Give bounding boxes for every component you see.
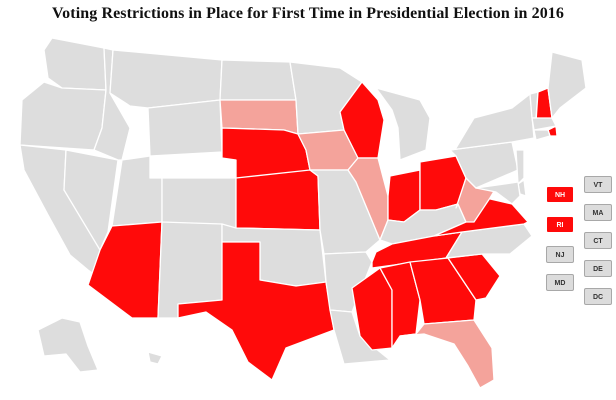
state-mi bbox=[375, 87, 431, 161]
state-nd bbox=[219, 59, 297, 101]
box-ri: RI bbox=[546, 216, 574, 233]
state-ks bbox=[235, 169, 321, 231]
state-ct bbox=[533, 129, 551, 141]
state-or bbox=[19, 81, 107, 151]
box-md: MD bbox=[546, 274, 574, 291]
state-mt bbox=[109, 49, 223, 109]
box-dc: DC bbox=[584, 288, 612, 305]
box-de: DE bbox=[584, 260, 612, 277]
state-wi bbox=[339, 81, 385, 159]
state-wa bbox=[43, 37, 107, 91]
box-nh: NH bbox=[546, 186, 574, 203]
state-tx bbox=[177, 241, 335, 381]
state-wy bbox=[147, 99, 223, 157]
states-layer bbox=[19, 37, 587, 389]
box-nj: NJ bbox=[546, 246, 574, 263]
state-co bbox=[161, 177, 237, 229]
state-ny bbox=[449, 93, 535, 151]
state-ak bbox=[37, 317, 99, 373]
box-ma: MA bbox=[584, 204, 612, 221]
us-states-map bbox=[19, 37, 587, 389]
map-title: Voting Restrictions in Place for First T… bbox=[51, 5, 565, 22]
state-fl bbox=[399, 319, 495, 389]
state-md bbox=[475, 181, 521, 205]
box-vt: VT bbox=[584, 176, 612, 193]
state-la bbox=[329, 309, 391, 365]
state-nj bbox=[515, 149, 525, 185]
box-ct: CT bbox=[584, 232, 612, 249]
state-hi bbox=[147, 351, 163, 365]
state-me bbox=[547, 51, 587, 119]
state-ut bbox=[111, 155, 163, 227]
